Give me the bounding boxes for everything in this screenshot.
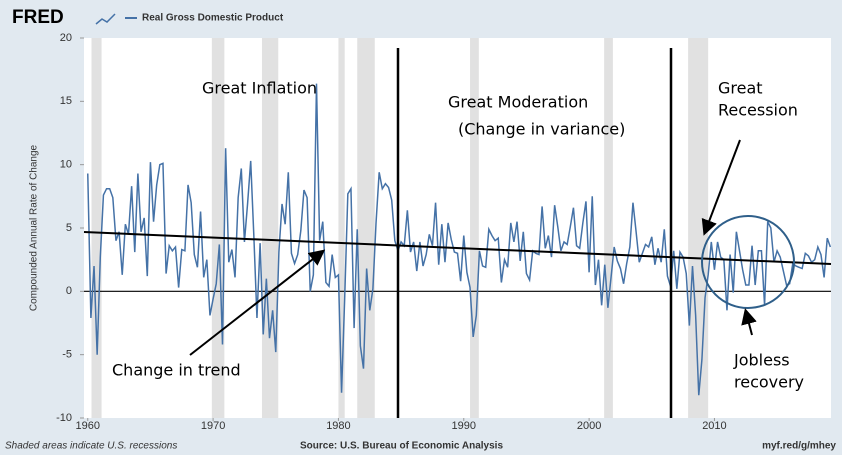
recession-band <box>91 38 102 418</box>
annotation: recovery <box>734 373 804 392</box>
y-tick-label: 15 <box>60 95 72 107</box>
trend-line <box>83 231 832 265</box>
y-tick-label: 0 <box>66 285 72 297</box>
y-tick-label: 20 <box>60 32 72 44</box>
y-tick-label: -10 <box>56 412 72 424</box>
arrow <box>189 249 326 356</box>
y-axis-label: Compounded Annual Rate of Change <box>29 144 40 311</box>
legend-label: Real Gross Domestic Product <box>142 13 284 24</box>
footer-source: Source: U.S. Bureau of Economic Analysis <box>300 441 503 452</box>
annotation: Great Inflation <box>202 79 317 98</box>
footer-link: myf.red/g/mhey <box>762 441 836 452</box>
x-tick-label: 1970 <box>201 420 225 432</box>
y-tick-label: 10 <box>60 159 72 171</box>
brand: FRED <box>12 7 64 28</box>
x-tick-label: 2000 <box>577 420 601 432</box>
recession-band <box>338 38 345 418</box>
series-line <box>87 83 832 396</box>
x-tick-label: 1980 <box>326 420 350 432</box>
annotation: Great Moderation <box>448 93 588 112</box>
footer-note: Shaded areas indicate U.S. recessions <box>5 441 177 452</box>
y-tick-label: -5 <box>62 349 72 361</box>
brand-icon <box>95 13 116 25</box>
annotation: (Change in variance) <box>458 120 625 139</box>
y-tick-label: 5 <box>66 222 72 234</box>
annotation: Great <box>718 79 763 98</box>
x-tick-label: 2010 <box>702 420 726 432</box>
recession-band <box>604 38 613 418</box>
arrow <box>741 308 757 336</box>
annotation: Jobless <box>733 351 790 370</box>
recession-band <box>470 38 479 418</box>
annotation: Change in trend <box>112 361 241 380</box>
recession-band <box>357 38 375 418</box>
highlight-circle <box>701 215 795 309</box>
annotation: Recession <box>718 101 798 120</box>
x-tick-label: 1960 <box>76 420 100 432</box>
arrow <box>701 139 741 236</box>
x-tick-label: 1990 <box>452 420 476 432</box>
